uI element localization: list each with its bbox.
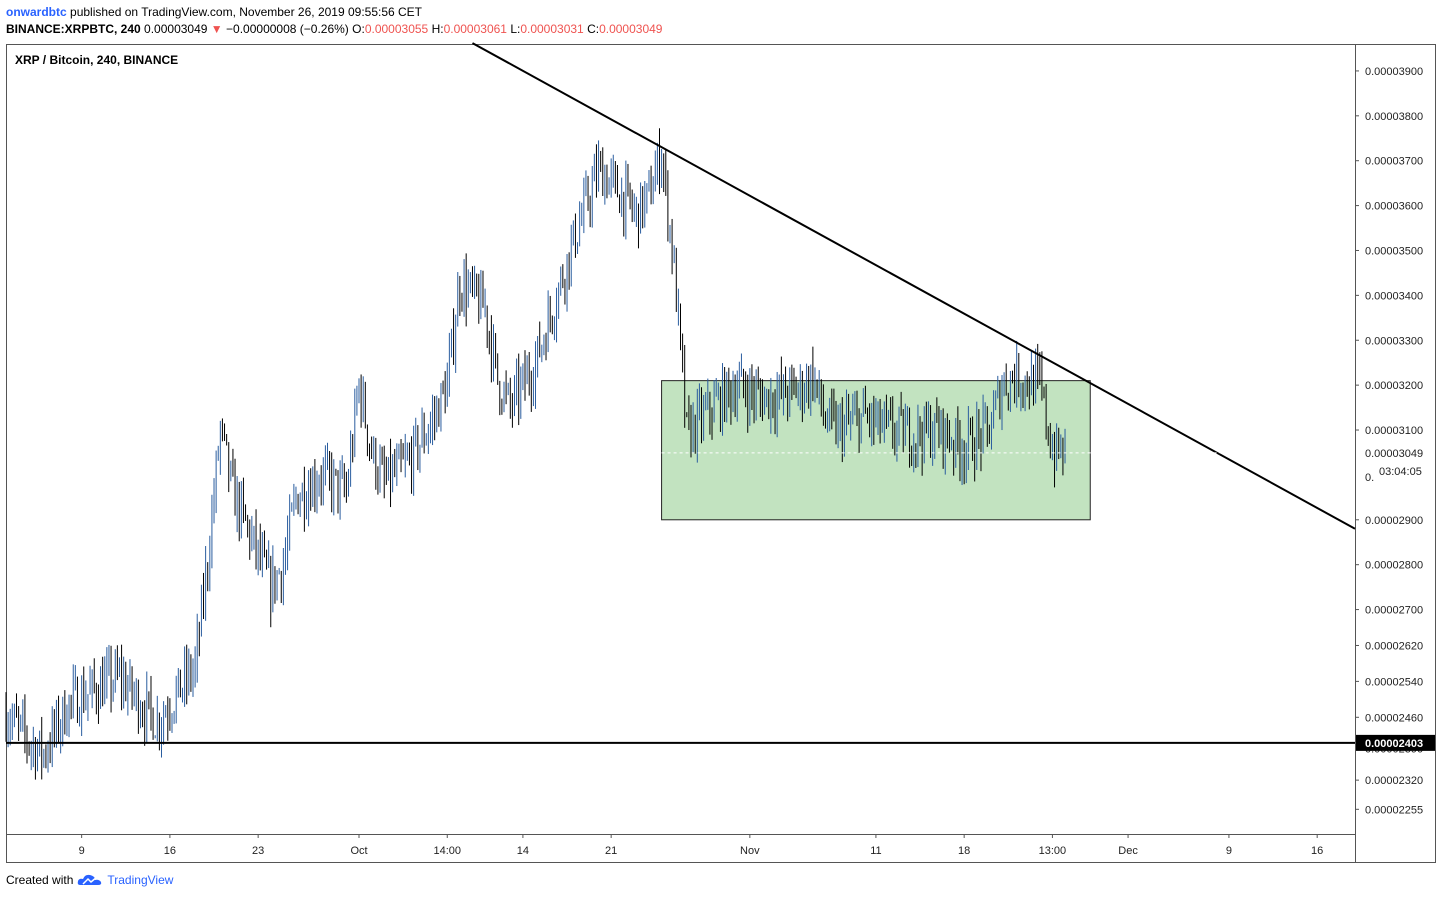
- support-price-badge: [1356, 734, 1435, 751]
- price-change: −0.00000008 (−0.26%): [226, 22, 349, 36]
- created-with-text: Created with: [6, 873, 74, 887]
- price-tick-label: 0.00003100: [1365, 425, 1423, 437]
- time-tick-label: 14:00: [433, 845, 461, 857]
- price-tick-label: 0.00002900: [1365, 515, 1423, 527]
- time-tick-label: 16: [164, 845, 176, 857]
- price-tick-label: 0.00002255: [1365, 804, 1423, 816]
- price-tick-label: 0.00003600: [1365, 201, 1423, 213]
- candle-countdown: 03:04:05: [1379, 466, 1422, 478]
- time-tick-label: 21: [605, 845, 617, 857]
- time-tick-label: Dec: [1118, 845, 1138, 857]
- candle-series: [5, 128, 1066, 780]
- time-tick-label: 14: [517, 845, 529, 857]
- price-tick-label: 0.00003400: [1365, 290, 1423, 302]
- price-tick-label: 0.00002540: [1365, 676, 1423, 688]
- price-tick-label: 0.00003800: [1365, 111, 1423, 123]
- high-label: H:: [431, 22, 444, 36]
- tradingview-brand[interactable]: TradingView: [107, 873, 174, 887]
- low-value: 0.00003031: [520, 22, 584, 36]
- time-tick-label: 9: [1226, 845, 1232, 857]
- descending-trendline[interactable]: [471, 42, 1356, 530]
- publish-info: onwardbtc published on TradingView.com, …: [6, 5, 422, 19]
- close-label: C:: [587, 22, 600, 36]
- time-tick-label: 18: [958, 845, 970, 857]
- ohlc-bar: BINANCE:XRPBTC, 240 0.00003049 ▼ −0.0000…: [6, 22, 662, 36]
- price-tick-label: 0.00003500: [1365, 245, 1423, 257]
- close-value: 0.00003049: [599, 22, 663, 36]
- publish-text: published on TradingView.com, November 2…: [70, 5, 423, 19]
- tradingview-cloud-icon: [78, 874, 102, 885]
- time-tick-label: 23: [252, 845, 264, 857]
- current-price-label: 0.00003049: [1365, 448, 1423, 460]
- open-value: 0.00003055: [364, 22, 429, 36]
- price-axis[interactable]: 0.00003900 0.00003800 0.00003700 0.00003600…: [1355, 66, 1435, 816]
- time-axis[interactable]: 9 16 23 Oct 14:00 14 21 Nov 11 18 13:00 Dec 9 16: [79, 834, 1324, 857]
- price-tick-label: 0.00002320: [1365, 775, 1423, 787]
- price-tick-label: 0.00002460: [1365, 712, 1423, 724]
- down-arrow-icon: ▼: [210, 22, 223, 36]
- time-tick-label: 16: [1311, 845, 1323, 857]
- chart-title: XRP / Bitcoin, 240, BINANCE: [15, 53, 178, 67]
- price-tick-label: 0.00003300: [1365, 335, 1423, 347]
- price-tick-label: 0.00002620: [1365, 640, 1423, 652]
- support-price-label: 0.00002403: [1365, 738, 1423, 750]
- open-label: O:: [352, 22, 365, 36]
- price-tick-label: 0.00002800: [1365, 560, 1423, 572]
- price-tick-label: 0.00003200: [1365, 380, 1423, 392]
- symbol-label: BINANCE:XRPBTC, 240: [6, 22, 141, 36]
- price-tick-label: 0.00003900: [1365, 66, 1423, 78]
- time-tick-label: 13:00: [1039, 845, 1067, 857]
- time-tick-label: 11: [870, 845, 881, 857]
- footer: Created with TradingView: [6, 873, 173, 887]
- price-tick-label: 0.00003700: [1365, 156, 1423, 168]
- time-tick-label: Oct: [350, 845, 367, 857]
- author-name[interactable]: onwardbtc: [6, 5, 67, 19]
- overlapped-price-label: 0.: [1365, 472, 1374, 484]
- price-tick-label: 0.00002700: [1365, 605, 1423, 617]
- time-tick-label: 9: [79, 845, 85, 857]
- last-price: 0.00003049: [144, 22, 208, 36]
- time-tick-label: Nov: [740, 845, 760, 857]
- high-value: 0.00003061: [443, 22, 507, 36]
- low-label: L:: [510, 22, 521, 36]
